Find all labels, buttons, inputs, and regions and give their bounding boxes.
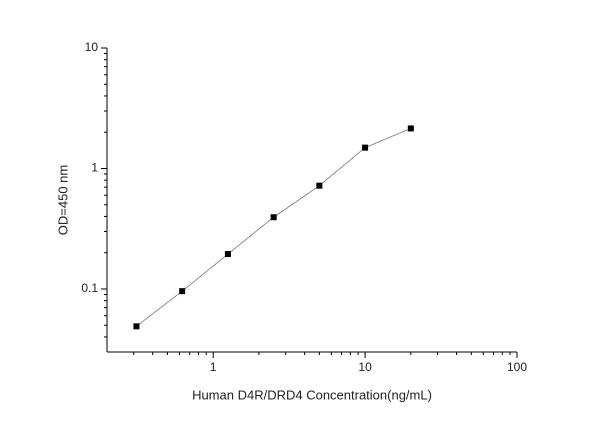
y-tick-label: 10 (85, 40, 99, 54)
data-point (407, 125, 414, 132)
x-tick-label: 100 (507, 360, 527, 374)
series-line (136, 128, 411, 327)
x-tick-label: 10 (358, 360, 372, 374)
data-point (362, 144, 369, 151)
y-axis-title: OD=450 nm (55, 165, 70, 235)
x-axis-title: Human D4R/DRD4 Concentration(ng/mL) (192, 387, 432, 402)
data-point (224, 251, 231, 258)
data-point (133, 323, 140, 330)
x-tick-label: 1 (210, 360, 217, 374)
data-point (179, 288, 186, 295)
y-tick-label: 0.1 (81, 281, 98, 295)
data-point (316, 182, 323, 189)
y-tick-label: 1 (91, 161, 98, 175)
data-point (270, 214, 277, 221)
